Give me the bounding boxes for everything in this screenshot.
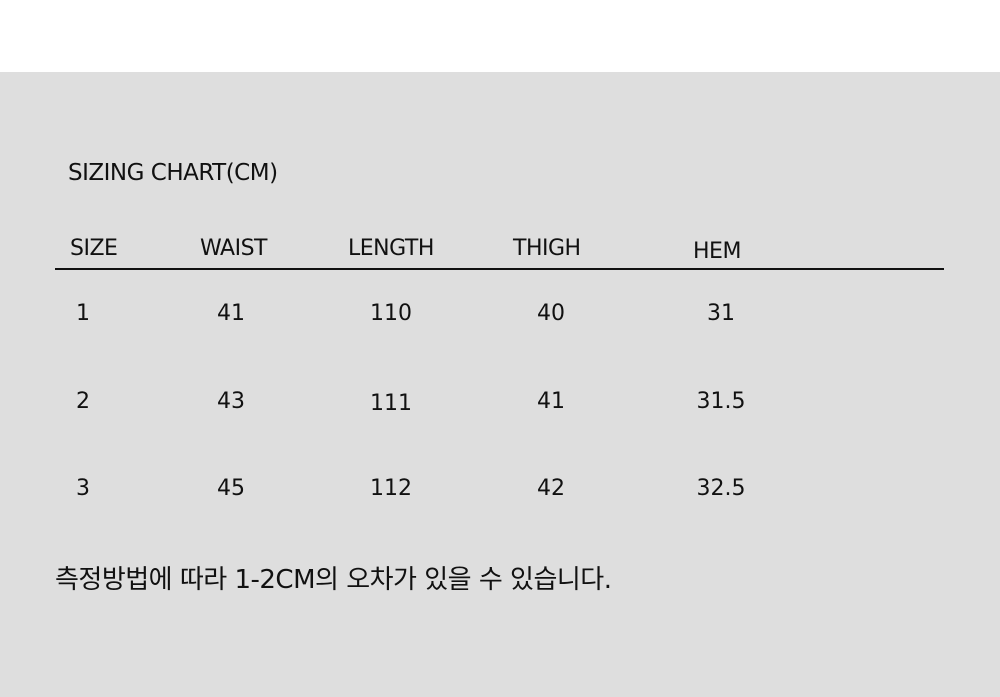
header-hem: HEM	[693, 239, 741, 264]
cell-size: 3	[76, 476, 90, 501]
cell-size: 2	[76, 389, 90, 414]
cell-length: 110	[370, 301, 412, 326]
sizing-chart-panel	[0, 72, 1000, 697]
cell-waist: 43	[217, 389, 245, 414]
chart-title: SIZING CHART(CM)	[68, 160, 278, 186]
cell-thigh: 41	[537, 389, 565, 414]
header-divider	[55, 268, 944, 270]
header-size: SIZE	[70, 236, 118, 261]
header-waist: WAIST	[200, 236, 268, 261]
cell-length: 111	[370, 391, 412, 416]
cell-waist: 41	[217, 301, 245, 326]
cell-size: 1	[76, 301, 90, 326]
cell-hem: 32.5	[696, 476, 746, 501]
cell-hem: 31.5	[696, 389, 746, 414]
measurement-note: 측정방법에 따라 1-2CM의 오차가 있을 수 있습니다.	[55, 565, 612, 595]
header-thigh: THIGH	[513, 236, 581, 261]
cell-length: 112	[370, 476, 412, 501]
cell-thigh: 42	[537, 476, 565, 501]
cell-thigh: 40	[537, 301, 565, 326]
cell-waist: 45	[217, 476, 245, 501]
header-length: LENGTH	[348, 236, 434, 261]
cell-hem: 31	[707, 301, 735, 326]
